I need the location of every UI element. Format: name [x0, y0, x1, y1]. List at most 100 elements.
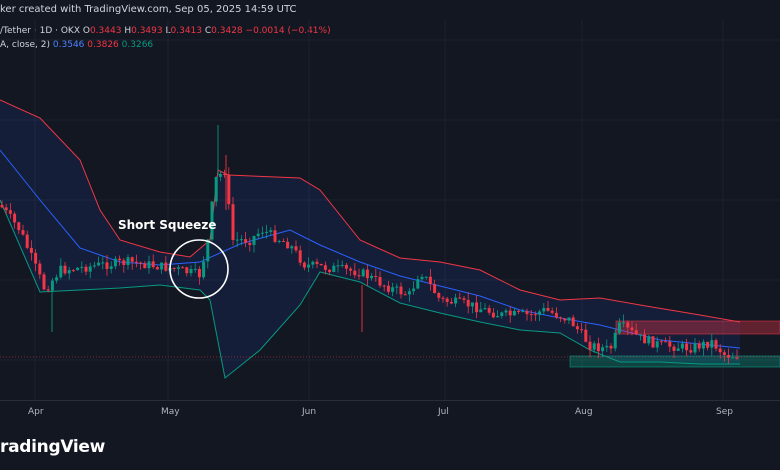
candle-body [357, 275, 361, 277]
candle-body [722, 352, 726, 356]
candle-body [134, 261, 138, 263]
candle-body [437, 293, 441, 298]
candle-body [487, 308, 491, 313]
bb-basis-value: 0.3546 [52, 40, 85, 50]
low-value: 0.3413 [170, 26, 203, 36]
candle-body [391, 287, 395, 292]
candle-body [323, 265, 327, 270]
candle-body [17, 222, 21, 231]
candle-body [420, 276, 424, 280]
chart-header: ker created with TradingView.com, Sep 05… [0, 0, 780, 20]
candle-body [277, 240, 281, 242]
candle-body [71, 270, 75, 272]
candle-body [567, 317, 571, 321]
candle-body [0, 205, 4, 208]
candle-body [693, 343, 697, 353]
candle-body [449, 301, 453, 304]
candle-body [8, 210, 12, 214]
open-value: 0.3443 [89, 26, 122, 36]
candle-body [298, 250, 302, 263]
candle-body [399, 286, 403, 295]
candle-body [92, 265, 96, 267]
bb-params-label: A, close, 2) [0, 40, 51, 50]
high-value: 0.3493 [131, 26, 163, 36]
candle-body [319, 263, 323, 266]
candle-body [613, 332, 617, 349]
candle-body [97, 262, 101, 266]
x-label-aug: Aug [575, 407, 593, 417]
candle-body [164, 262, 168, 271]
candle-body [491, 312, 495, 318]
candle-body [454, 297, 458, 304]
candle-body [143, 263, 147, 269]
candle-body [378, 277, 382, 286]
price-chart[interactable] [0, 20, 780, 400]
candle-body [609, 345, 613, 349]
candle-body [210, 201, 214, 240]
candle-body [256, 233, 260, 237]
candle-body [483, 308, 487, 310]
candle-body [386, 285, 390, 292]
x-label-may: May [161, 407, 180, 417]
candle-body [197, 268, 201, 278]
candle-body [109, 266, 113, 269]
bb-lower-value: 0.3266 [121, 40, 154, 50]
candle-body [521, 311, 525, 313]
candle-body [496, 316, 500, 318]
footer: radingView [0, 425, 780, 470]
candle-body [206, 239, 210, 262]
candle-body [105, 262, 109, 269]
candle-body [622, 322, 626, 324]
candle-body [714, 340, 718, 349]
candle-body [38, 263, 42, 275]
candle-body [302, 262, 306, 268]
symbol-label: /Tether · 1D · OKX [0, 26, 80, 36]
candle-body [218, 173, 222, 177]
candle-body [63, 265, 67, 274]
candle-body [349, 268, 353, 271]
candle-body [647, 336, 651, 344]
candle-body [462, 298, 466, 300]
candle-body [202, 261, 206, 278]
candle-body [735, 357, 739, 359]
candle-body [517, 310, 521, 312]
candle-body [214, 176, 218, 202]
candle-body [235, 239, 239, 241]
candle-body [25, 234, 29, 248]
candle-body [659, 341, 663, 343]
candle-body [504, 310, 508, 313]
candle-body [139, 262, 143, 264]
tradingview-logo-text: radingView [0, 437, 106, 457]
candle-body [546, 307, 550, 311]
candle-body [147, 261, 151, 269]
candle-body [294, 246, 298, 251]
candle-body [42, 274, 46, 290]
candle-body [416, 279, 420, 289]
resistance-zone [615, 320, 780, 335]
candle-body [617, 322, 621, 333]
candle-body [223, 173, 227, 175]
candle-body [273, 230, 277, 242]
time-axis[interactable]: Apr May Jun Jul Aug Sep [0, 400, 780, 425]
candle-body [445, 298, 449, 302]
candle-body [412, 288, 416, 292]
candle-body [575, 326, 579, 330]
candle-body [580, 329, 584, 331]
candle-body [59, 265, 63, 278]
candle-body [340, 264, 344, 266]
candle-body [328, 269, 332, 272]
candle-body [193, 268, 197, 270]
candle-body [265, 231, 269, 233]
candle-body [563, 318, 567, 321]
short-squeeze-label: Short Squeeze [118, 218, 217, 232]
candle-body [118, 258, 122, 261]
candle-body [281, 240, 285, 242]
candle-body [508, 310, 512, 316]
candle-body [588, 341, 592, 350]
candle-body [407, 291, 411, 295]
candle-body [286, 241, 290, 249]
bollinger-legend: A, close, 2) 0.3546 0.3826 0.3266 [0, 40, 153, 50]
candle-body [592, 343, 596, 350]
candle-body [672, 346, 676, 351]
candle-body [433, 284, 437, 294]
